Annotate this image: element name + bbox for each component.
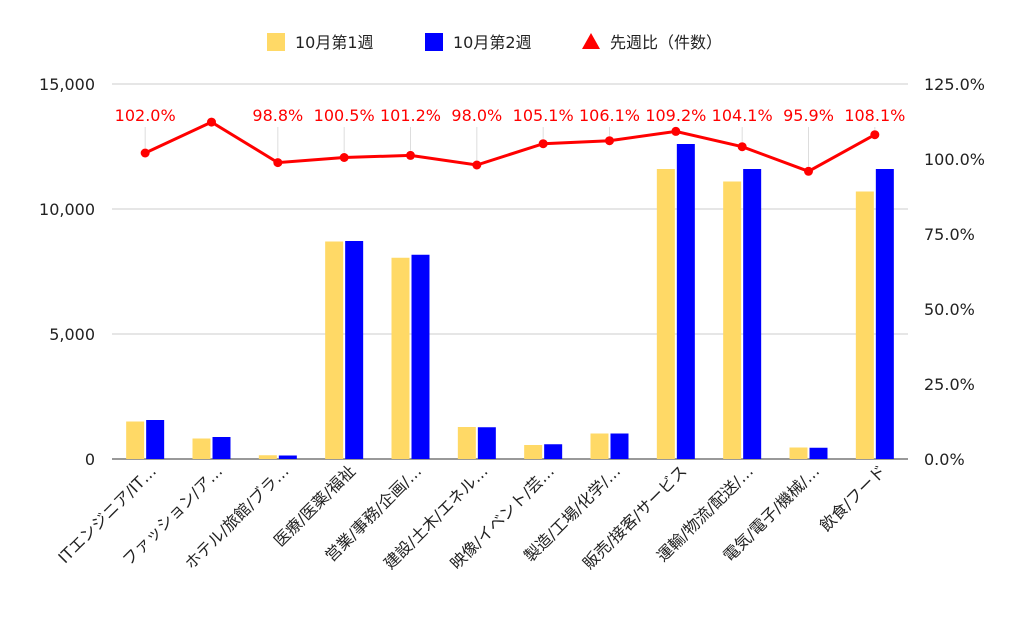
bar [258, 455, 277, 459]
bar [325, 241, 344, 459]
data-label: 101.2% [380, 106, 441, 125]
gridlines [112, 83, 908, 460]
line-point [140, 148, 150, 158]
bar [789, 447, 808, 459]
bar [126, 421, 145, 459]
line-point [605, 136, 614, 146]
y-right-tick: 100.0% [924, 150, 985, 169]
line-point [671, 126, 681, 136]
legend-label: 先週比（件数） [610, 33, 722, 52]
y-right-tick: 125.0% [924, 75, 985, 94]
data-label: 98.0% [451, 106, 502, 125]
bar [855, 191, 874, 459]
data-label: 109.2% [645, 106, 706, 125]
data-label: 104.1% [712, 106, 773, 125]
bar [875, 169, 894, 459]
data-label: 106.1% [579, 106, 640, 125]
y-left-tick: 10,000 [39, 200, 95, 219]
y-left-tick: 15,000 [39, 75, 95, 94]
legend-swatch [582, 33, 600, 49]
bar [391, 257, 410, 459]
line-point [737, 142, 747, 152]
x-axis-labels: ITエンジニア/IT…ファッション/ア…ホテル/旅館/ブラ…医療/医薬/福祉営業… [54, 461, 889, 573]
line-point [207, 117, 216, 127]
bar [212, 437, 231, 459]
y-right-tick: 0.0% [924, 450, 965, 469]
x-tick-label: 飲食/フード [816, 461, 890, 535]
line-point [406, 150, 415, 160]
line-point [339, 153, 349, 162]
y-left-tick: 0 [85, 450, 95, 469]
line-point [472, 160, 482, 170]
bars [126, 144, 894, 459]
bar [809, 447, 828, 459]
line-series [144, 120, 876, 173]
bar [610, 433, 629, 459]
y-axis-right: 0.0% 25.0% 50.0% 75.0% 100.0% 125.0% [924, 75, 985, 469]
legend-swatch [267, 33, 285, 51]
bar [457, 427, 476, 459]
bar [524, 445, 543, 459]
bar [146, 420, 165, 459]
bar [477, 427, 496, 459]
data-label: 108.1% [844, 106, 905, 125]
legend-label: 10月第1週 [295, 33, 374, 52]
data-label: 105.1% [513, 106, 574, 125]
y-right-tick: 25.0% [924, 375, 975, 394]
legend: 10月第1週 10月第2週 先週比（件数） [267, 33, 722, 52]
y-right-tick: 75.0% [924, 225, 975, 244]
line-point [273, 158, 283, 168]
line-point [538, 139, 548, 149]
bar [590, 433, 609, 459]
bar [192, 438, 211, 459]
data-label: 95.9% [783, 106, 834, 125]
line-point [804, 166, 813, 176]
bar [743, 169, 762, 459]
bar [411, 254, 430, 459]
ratio-line: 102.0% 98.8% 100.5% 101.2% 98.0% 105.1% 106.1%… [115, 106, 905, 176]
data-label: 98.8% [252, 106, 303, 125]
y-right-tick: 50.0% [924, 300, 975, 319]
legend-swatch [425, 33, 443, 51]
bar [278, 455, 297, 459]
data-label: 100.5% [314, 106, 375, 125]
bar [656, 169, 675, 459]
bar [676, 144, 695, 459]
y-left-tick: 5,000 [49, 325, 95, 344]
line-point [870, 130, 880, 140]
bar [723, 181, 742, 459]
bar [544, 444, 563, 459]
bar [345, 241, 364, 459]
y-axis-left: 0 5,000 10,000 15,000 [39, 75, 95, 469]
legend-label: 10月第2週 [453, 33, 532, 52]
data-label: 102.0% [115, 106, 176, 125]
